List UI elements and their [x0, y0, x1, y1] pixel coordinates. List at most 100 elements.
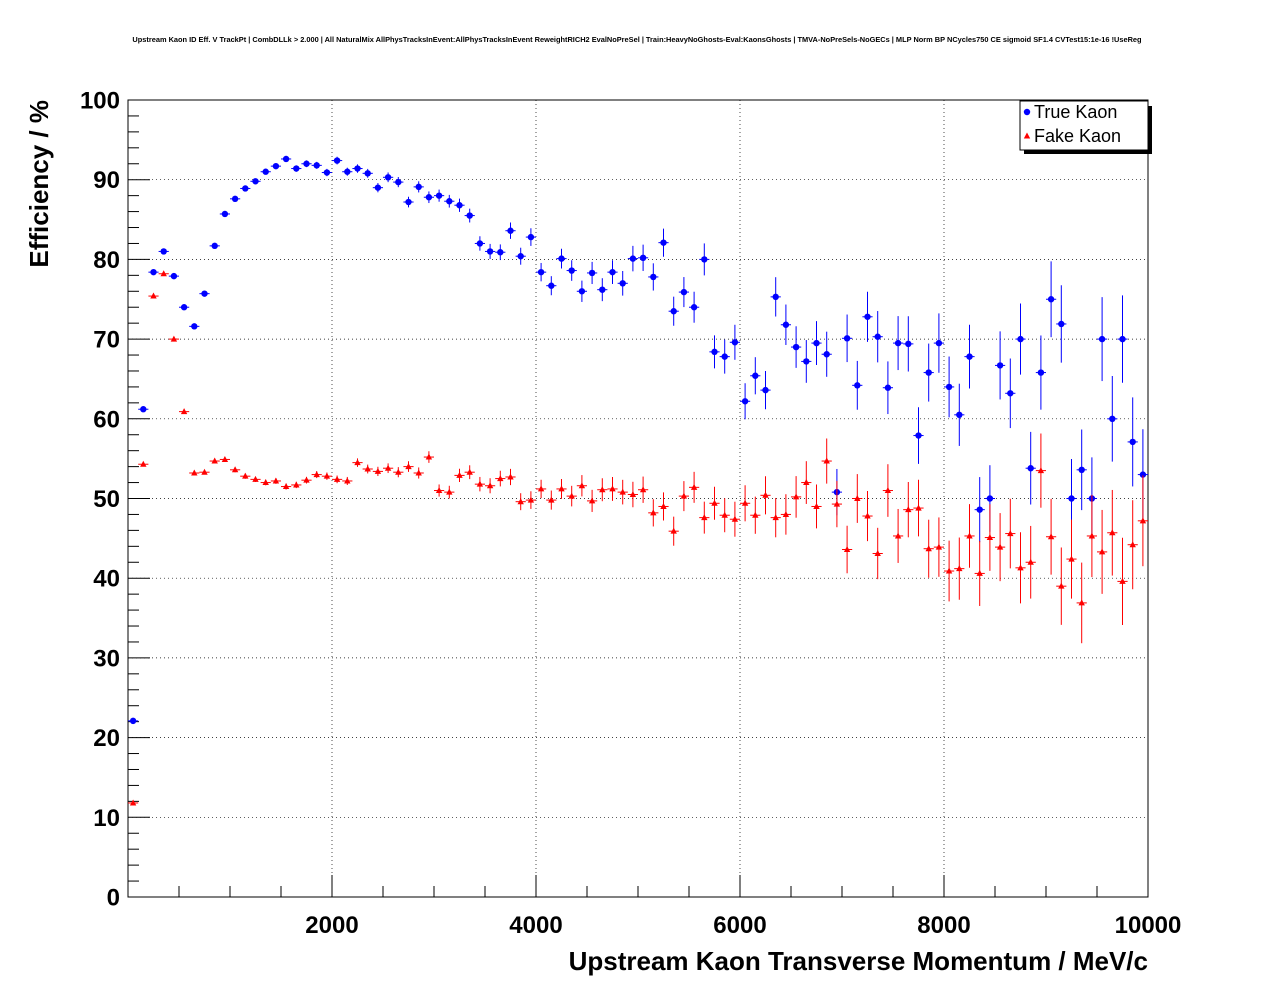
data-point	[180, 304, 188, 311]
data-point	[762, 491, 769, 498]
data-point	[191, 469, 198, 476]
data-point	[242, 185, 249, 192]
data-point	[741, 398, 749, 405]
data-point	[701, 514, 708, 521]
data-point	[435, 192, 443, 199]
data-point	[170, 335, 178, 342]
data-point	[843, 335, 851, 342]
legend-label-fake-kaon: Fake Kaon	[1034, 126, 1121, 146]
data-point	[333, 475, 341, 482]
series-true-kaon	[128, 155, 1148, 725]
data-point	[211, 457, 218, 464]
data-point	[660, 239, 667, 246]
data-point	[864, 313, 871, 320]
data-point	[252, 475, 259, 482]
data-point	[425, 194, 433, 201]
data-point	[639, 254, 647, 262]
data-point	[201, 468, 208, 475]
data-point	[364, 465, 371, 472]
data-point	[1088, 532, 1096, 539]
data-point	[741, 499, 749, 506]
data-point	[1007, 390, 1014, 397]
data-point	[986, 495, 994, 502]
series-layer	[128, 155, 1148, 806]
data-point	[986, 534, 994, 541]
legend-marker-fake-kaon	[1023, 132, 1031, 139]
data-point	[1027, 558, 1034, 565]
data-point	[1047, 533, 1055, 540]
data-point	[497, 475, 504, 482]
data-point	[415, 183, 422, 191]
data-point	[823, 457, 830, 464]
data-point	[1037, 467, 1045, 474]
data-point	[884, 384, 892, 391]
data-point	[578, 288, 586, 295]
data-point	[456, 202, 463, 209]
data-point	[588, 497, 596, 504]
data-point	[701, 256, 708, 263]
data-point	[456, 471, 463, 478]
data-point	[1007, 530, 1014, 537]
data-point	[976, 506, 983, 513]
data-point	[405, 463, 412, 470]
data-point	[905, 340, 912, 348]
data-point	[354, 459, 361, 466]
data-point	[272, 162, 280, 170]
data-point	[1017, 335, 1024, 343]
data-point	[588, 269, 596, 277]
data-point	[894, 339, 902, 347]
data-point	[1068, 555, 1075, 562]
y-tick-label: 20	[93, 725, 120, 752]
data-point	[364, 170, 371, 177]
data-point	[323, 169, 331, 176]
data-point	[527, 233, 535, 241]
chart-title: Upstream Kaon ID Eff. V TrackPt | CombDL…	[132, 35, 1142, 44]
data-point	[558, 255, 565, 262]
data-point	[1098, 335, 1106, 343]
data-point	[507, 473, 514, 480]
data-point	[650, 509, 657, 516]
data-point	[466, 468, 473, 475]
y-tick-label: 50	[93, 486, 120, 513]
data-point	[262, 168, 269, 175]
data-point	[731, 515, 739, 522]
data-point	[619, 488, 626, 495]
data-point	[140, 460, 147, 467]
data-point	[395, 178, 402, 186]
data-point	[1027, 465, 1034, 472]
data-point	[160, 270, 167, 277]
data-point	[925, 369, 932, 376]
data-point	[476, 480, 484, 487]
x-axis-label: Upstream Kaon Transverse Momentum / MeV/…	[569, 946, 1148, 976]
x-tick-label: 6000	[713, 912, 766, 939]
data-point	[752, 372, 759, 379]
data-point	[1139, 471, 1147, 478]
data-point	[446, 488, 453, 495]
data-point	[435, 487, 443, 494]
y-tick-label: 40	[93, 566, 120, 593]
data-point	[180, 408, 188, 415]
data-point	[670, 527, 677, 534]
data-point	[803, 358, 810, 365]
data-point	[925, 545, 932, 552]
data-point	[160, 248, 167, 255]
data-point	[1058, 320, 1065, 328]
data-point	[752, 511, 759, 518]
data-point	[374, 467, 382, 474]
y-tick-label: 60	[93, 406, 120, 433]
data-point	[384, 464, 392, 471]
data-point	[905, 506, 912, 513]
data-point	[945, 383, 953, 391]
y-tick-label: 80	[93, 247, 120, 274]
data-point	[242, 472, 249, 479]
data-point	[323, 472, 331, 479]
data-point	[915, 504, 922, 511]
data-point	[568, 492, 575, 499]
data-point	[813, 502, 820, 509]
x-tick-label: 2000	[305, 912, 358, 939]
data-point	[578, 482, 586, 489]
data-point	[1109, 415, 1116, 422]
data-point	[568, 267, 575, 274]
data-point	[517, 253, 524, 260]
data-point	[201, 290, 208, 297]
